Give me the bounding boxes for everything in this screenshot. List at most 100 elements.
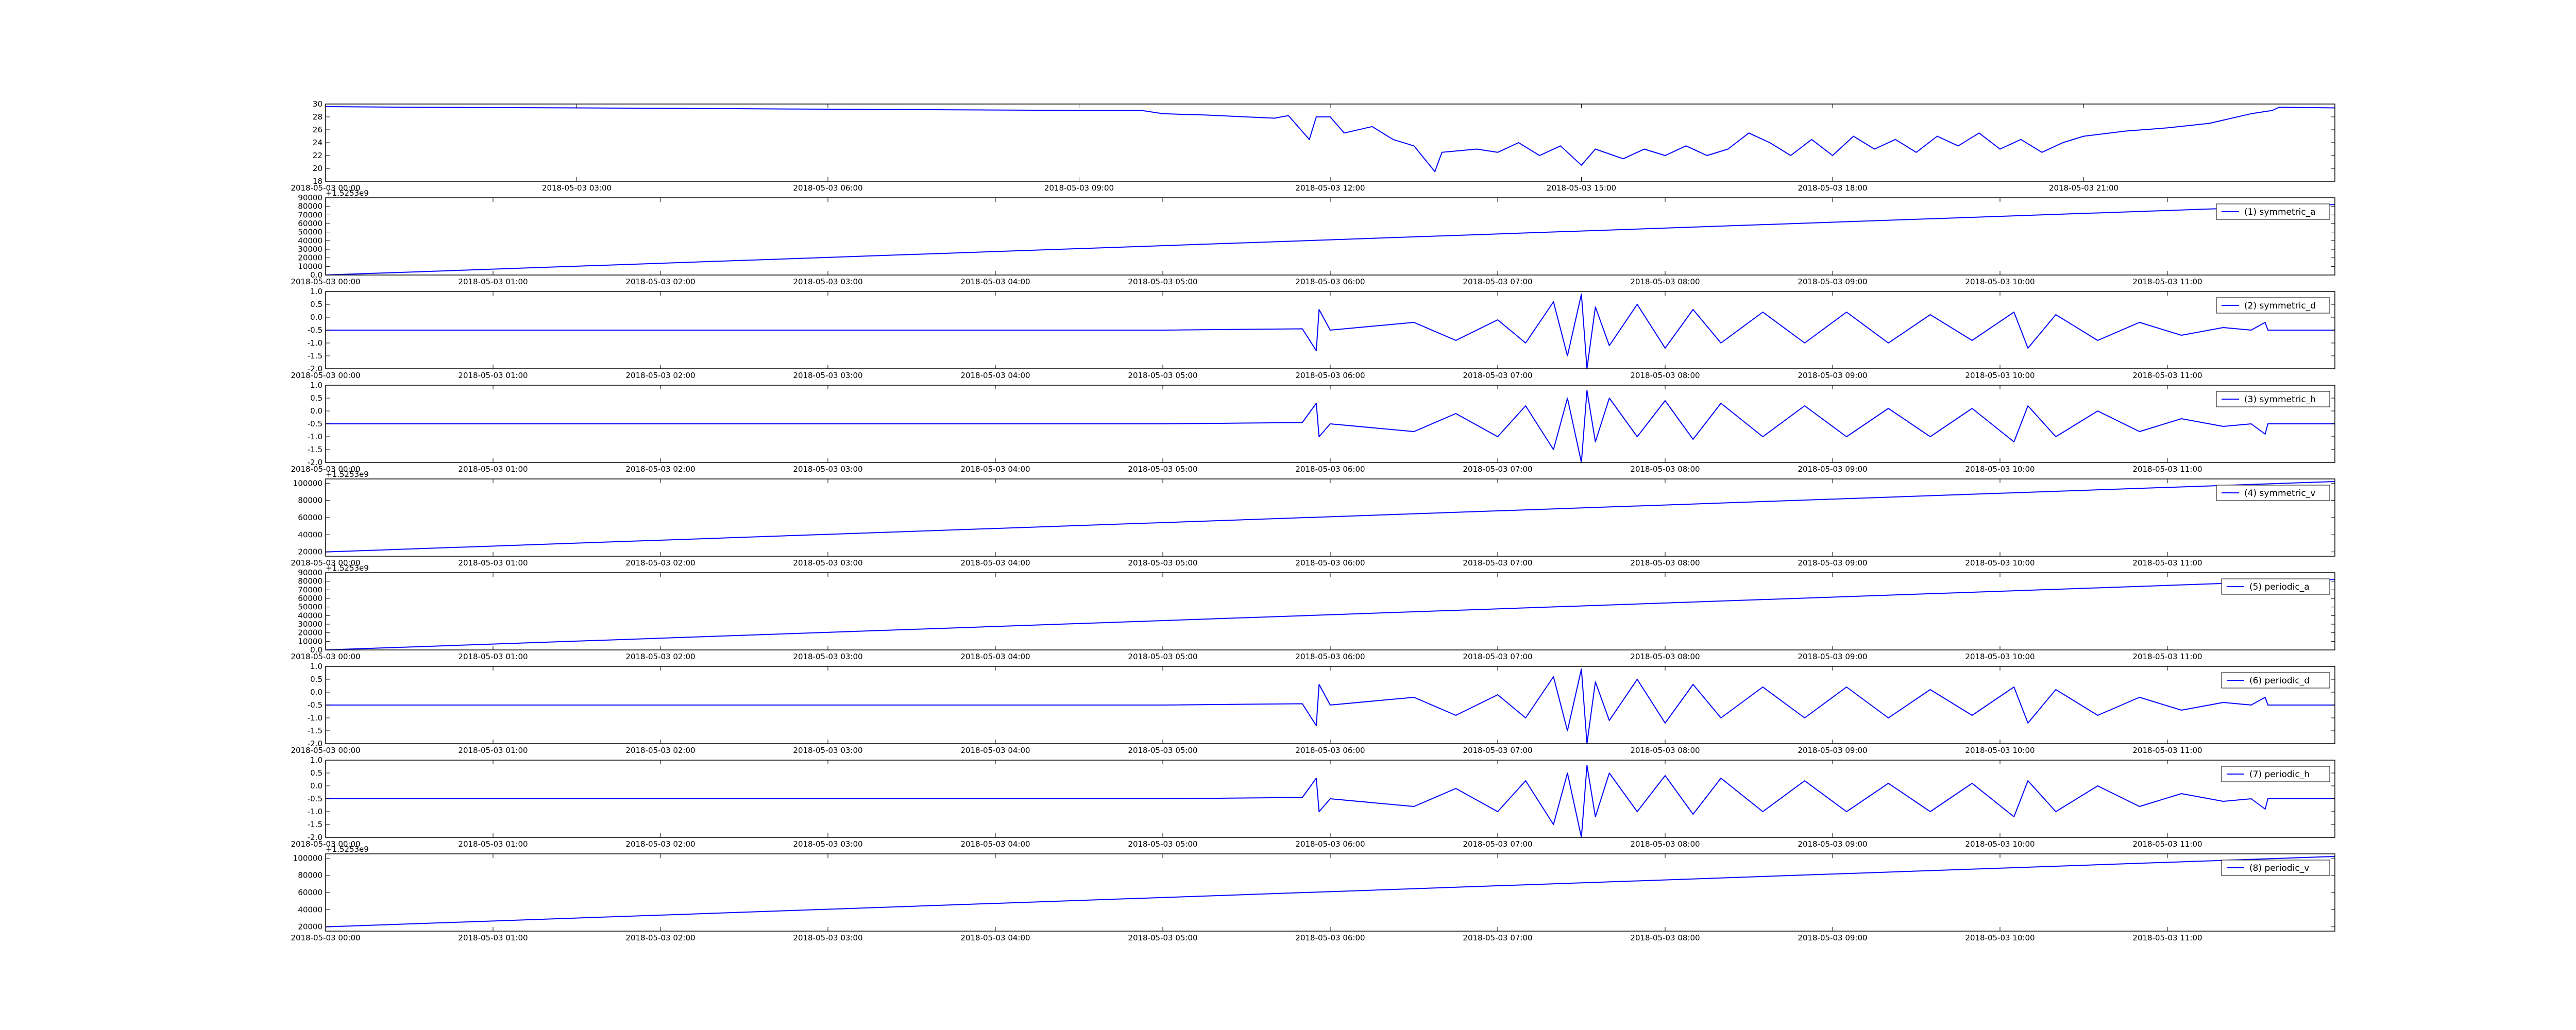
y-tick-label: 40000 xyxy=(298,530,323,539)
x-tick-label: 2018-05-03 10:00 xyxy=(1965,277,2035,286)
y-tick-label: 60000 xyxy=(298,219,323,228)
y-tick-label: 0.0 xyxy=(310,781,323,791)
y-tick-label: 0.5 xyxy=(310,300,323,309)
series-line-periodic_d xyxy=(326,668,2335,744)
y-tick-label: 20 xyxy=(313,164,323,173)
y-tick-label: 50000 xyxy=(298,603,323,612)
y-tick-label: 1.0 xyxy=(310,662,323,671)
x-tick-label: 2018-05-03 01:00 xyxy=(458,558,528,568)
y-tick-label: -1.0 xyxy=(308,338,323,348)
y-tick-label: 0.0 xyxy=(310,688,323,697)
y-tick-label: -0.5 xyxy=(308,700,323,710)
x-tick-label: 2018-05-03 01:00 xyxy=(458,746,528,755)
x-tick-label: 2018-05-03 09:00 xyxy=(1798,558,1867,568)
x-tick-label: 2018-05-03 04:00 xyxy=(960,933,1030,942)
series-line-symmetric_h xyxy=(326,390,2335,463)
x-tick-label: 2018-05-03 08:00 xyxy=(1630,839,1700,849)
axis-offset-text: +1.5253e9 xyxy=(326,470,369,479)
series-line-periodic_a xyxy=(325,579,2335,650)
series-line-symmetric_v xyxy=(325,481,2335,553)
x-tick-label: 2018-05-03 07:00 xyxy=(1463,933,1532,942)
y-tick-label: 20000 xyxy=(298,547,323,557)
x-tick-label: 2018-05-03 06:00 xyxy=(1295,558,1365,568)
x-tick-label: 2018-05-03 11:00 xyxy=(2132,652,2202,661)
y-tick-label: -1.0 xyxy=(308,432,323,441)
x-tick-label: 2018-05-03 05:00 xyxy=(1128,371,1197,380)
x-tick-label: 2018-05-03 11:00 xyxy=(2132,746,2202,755)
x-tick-label: 2018-05-03 09:00 xyxy=(1798,652,1867,661)
legend-label: (1) symmetric_a xyxy=(2244,207,2316,217)
x-tick-label: 2018-05-03 09:00 xyxy=(1798,839,1867,849)
x-tick-label: 2018-05-03 11:00 xyxy=(2132,839,2202,849)
y-tick-label: -2.0 xyxy=(308,364,323,373)
y-tick-label: 20000 xyxy=(298,253,323,263)
panel-temp: 18 20 22 24 26 28 30 2018-05-03 00:00 2018-05-03… xyxy=(291,99,2335,193)
x-tick-label: 2018-05-03 21:00 xyxy=(2049,183,2119,193)
y-tick-label: -1.5 xyxy=(308,820,323,829)
x-tick-label: 2018-05-03 08:00 xyxy=(1630,746,1700,755)
y-tick-label: -2.0 xyxy=(308,458,323,467)
axis-offset-text: +1.5253e9 xyxy=(326,845,369,854)
x-tick-label: 2018-05-03 01:00 xyxy=(458,277,528,286)
x-tick-label: 2018-05-03 02:00 xyxy=(625,465,695,474)
panel-symmetric_v: 20000 40000 60000 80000 100000 2018-05-03 00:… xyxy=(291,470,2335,568)
x-tick-label: 2018-05-03 00:00 xyxy=(291,465,360,474)
x-tick-label: 2018-05-03 06:00 xyxy=(1295,371,1365,380)
x-tick-label: 2018-05-03 06:00 xyxy=(1295,277,1365,286)
x-tick-label: 2018-05-03 10:00 xyxy=(1965,839,2035,849)
x-tick-label: 2018-05-03 01:00 xyxy=(458,933,528,942)
x-tick-label: 2018-05-03 04:00 xyxy=(960,277,1030,286)
series-line-temp xyxy=(325,106,2335,173)
x-tick-label: 2018-05-03 11:00 xyxy=(2132,933,2202,942)
x-tick-label: 2018-05-03 05:00 xyxy=(1128,558,1197,568)
series-line-periodic_v xyxy=(325,856,2335,928)
x-tick-label: 2018-05-03 02:00 xyxy=(625,652,695,661)
x-tick-label: 2018-05-03 10:00 xyxy=(1965,371,2035,380)
x-tick-label: 2018-05-03 03:00 xyxy=(793,277,862,286)
y-tick-label: 10000 xyxy=(298,637,323,646)
legend-symmetric_v: (4) symmetric_v xyxy=(2216,485,2330,501)
y-tick-label: 0.5 xyxy=(310,393,323,403)
legend-label: (2) symmetric_d xyxy=(2244,301,2316,311)
x-tick-label: 2018-05-03 09:00 xyxy=(1798,277,1867,286)
x-tick-label: 2018-05-03 11:00 xyxy=(2132,465,2202,474)
x-tick-label: 2018-05-03 03:00 xyxy=(793,371,862,380)
x-tick-label: 2018-05-03 02:00 xyxy=(625,746,695,755)
x-tick-label: 2018-05-03 18:00 xyxy=(1798,183,1867,193)
x-tick-label: 2018-05-03 05:00 xyxy=(1128,277,1197,286)
x-tick-label: 2018-05-03 00:00 xyxy=(291,277,360,286)
x-tick-label: 2018-05-03 11:00 xyxy=(2132,558,2202,568)
x-tick-label: 2018-05-03 09:00 xyxy=(1798,371,1867,380)
panel-symmetric_h: -2.0 -1.5 -1.0 -0.5 0.0 0.5 1.0 2018-05-03 00:0… xyxy=(291,381,2335,474)
y-tick-label: 90000 xyxy=(298,193,323,202)
panel-symmetric_d: -2.0 -1.5 -1.0 -0.5 0.0 0.5 1.0 2018-05-03 00:0… xyxy=(291,287,2335,380)
y-tick-label: 0.0 xyxy=(310,313,323,322)
panel-periodic_v: 20000 40000 60000 80000 100000 2018-05-03 00:… xyxy=(291,845,2335,942)
x-tick-label: 2018-05-03 05:00 xyxy=(1128,933,1197,942)
x-tick-label: 2018-05-03 10:00 xyxy=(1965,933,2035,942)
x-tick-label: 2018-05-03 06:00 xyxy=(1295,746,1365,755)
y-tick-label: 20000 xyxy=(298,628,323,638)
legend-label: (8) periodic_v xyxy=(2249,863,2309,873)
x-tick-label: 2018-05-03 07:00 xyxy=(1463,371,1532,380)
y-tick-label: 26 xyxy=(313,125,323,134)
x-tick-label: 2018-05-03 06:00 xyxy=(1295,933,1365,942)
x-tick-label: 2018-05-03 04:00 xyxy=(960,652,1030,661)
x-tick-label: 2018-05-03 06:00 xyxy=(793,183,862,193)
y-tick-label: 60000 xyxy=(298,888,323,897)
y-tick-label: 40000 xyxy=(298,236,323,245)
x-tick-label: 2018-05-03 11:00 xyxy=(2132,371,2202,380)
x-tick-label: 2018-05-03 05:00 xyxy=(1128,465,1197,474)
x-tick-label: 2018-05-03 07:00 xyxy=(1463,558,1532,568)
y-tick-label: 22 xyxy=(313,151,323,160)
legend-label: (4) symmetric_v xyxy=(2244,488,2315,499)
y-tick-label: 0.0 xyxy=(310,406,323,416)
y-tick-label: 30 xyxy=(313,99,323,109)
series-line-symmetric_d xyxy=(326,294,2335,369)
x-tick-label: 2018-05-03 04:00 xyxy=(960,465,1030,474)
panel-periodic_h: -2.0 -1.5 -1.0 -0.5 0.0 0.5 1.0 2018-05-03 00:0… xyxy=(291,756,2335,849)
x-tick-label: 2018-05-03 03:00 xyxy=(542,183,612,193)
y-tick-label: 28 xyxy=(313,112,323,122)
x-tick-label: 2018-05-03 11:00 xyxy=(2132,277,2202,286)
y-tick-label: 80000 xyxy=(298,871,323,880)
